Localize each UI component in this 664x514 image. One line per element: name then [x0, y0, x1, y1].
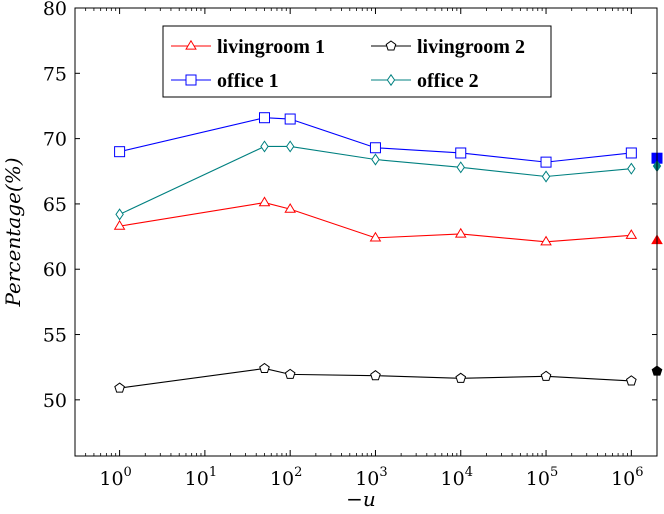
legend: livingroom 1 livingroom 2 office 1 office 2	[162, 25, 552, 98]
data-point	[456, 161, 465, 174]
series-livingroom-1	[113, 196, 663, 246]
data-point	[454, 227, 467, 238]
x-tick-label-base: 10	[611, 468, 635, 490]
legend-label: livingroom 1	[217, 36, 325, 58]
data-point	[284, 113, 296, 125]
x-tick-label-exponent: 6	[635, 465, 643, 480]
x-tick-label: 101	[185, 465, 217, 490]
series-group	[113, 112, 663, 393]
y-axis-title: Percentage(%)	[1, 157, 25, 307]
data-point	[540, 370, 552, 381]
legend-item: office 2	[371, 70, 479, 92]
series-livingroom-2	[114, 362, 663, 393]
data-point	[627, 162, 636, 175]
data-point	[114, 382, 125, 393]
y-tick-label: 80	[43, 0, 67, 20]
legend-marker	[385, 40, 397, 51]
data-point	[369, 142, 381, 154]
data-point	[369, 231, 382, 242]
data-point	[540, 156, 552, 168]
legend-item: livingroom 1	[171, 36, 325, 58]
data-point	[625, 229, 638, 239]
x-tick-label-base: 10	[526, 468, 550, 490]
data-point	[285, 140, 295, 153]
x-tick-label: 106	[611, 465, 643, 490]
data-point	[625, 147, 637, 159]
data-point	[371, 153, 380, 166]
x-tick-label: 105	[526, 465, 558, 490]
x-tick-label-exponent: 0	[124, 465, 132, 480]
x-tick-label: 104	[441, 465, 473, 490]
data-point	[114, 146, 126, 158]
y-tick-label: 55	[43, 325, 67, 347]
data-point	[258, 196, 271, 207]
legend-item: livingroom 2	[371, 36, 525, 58]
x-tick-label-exponent: 1	[209, 465, 217, 480]
data-point	[455, 147, 467, 159]
y-tick-label: 70	[43, 129, 67, 151]
x-tick-label-base: 10	[270, 468, 294, 490]
x-tick-label-base: 10	[355, 468, 379, 490]
x-tick-label: 100	[99, 465, 131, 490]
data-point	[113, 219, 126, 230]
data-point	[370, 370, 381, 381]
x-tick-label-exponent: 3	[379, 465, 387, 480]
data-point	[540, 235, 552, 246]
x-tick-label-exponent: 4	[465, 465, 473, 480]
data-point	[455, 372, 467, 383]
series-office-2	[115, 140, 662, 221]
x-tick-label-exponent: 5	[550, 465, 558, 480]
data-point	[115, 208, 124, 221]
x-axis-title: −u	[346, 487, 376, 511]
series-office-1	[114, 112, 663, 168]
data-point	[284, 202, 296, 213]
legend-label: office 2	[417, 70, 479, 92]
y-tick-label: 75	[43, 63, 67, 85]
data-point	[284, 368, 296, 379]
x-tick-label-base: 10	[99, 468, 123, 490]
legend-marker	[185, 39, 197, 50]
legend-marker	[386, 73, 396, 87]
legend-label: office 1	[217, 70, 279, 92]
legend-marker	[185, 74, 197, 86]
x-tick-label-exponent: 2	[294, 465, 302, 480]
x-tick-label-base: 10	[185, 468, 209, 490]
legend-item: office 1	[171, 70, 279, 92]
x-tick-label: 102	[270, 465, 302, 490]
data-point	[541, 170, 551, 183]
y-tick-label: 60	[43, 259, 67, 281]
y-tick-label: 50	[43, 390, 67, 412]
data-point	[258, 112, 270, 124]
x-tick-label: 103	[355, 465, 387, 490]
legend-label: livingroom 2	[417, 36, 525, 58]
data-point	[260, 140, 269, 153]
data-point	[625, 375, 637, 386]
x-tick-label-base: 10	[441, 468, 465, 490]
plot-frame	[74, 7, 658, 457]
legend-box	[162, 25, 552, 98]
y-tick-label: 65	[43, 194, 67, 216]
data-point	[259, 362, 270, 374]
